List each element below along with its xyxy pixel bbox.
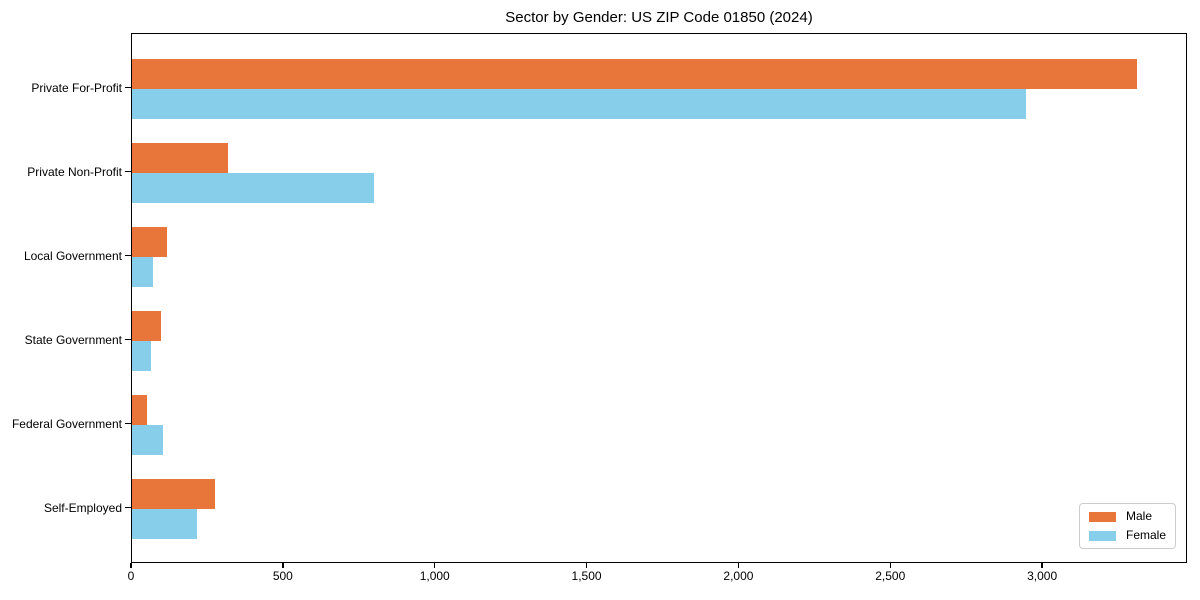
plot-area: Male Female <box>131 33 1187 563</box>
bar-male-federal-government <box>132 394 147 425</box>
bar-female-federal-government <box>132 424 164 455</box>
y-tick-mark <box>125 170 131 173</box>
x-axis-label-500: 500 <box>272 569 293 583</box>
legend: Male Female <box>1078 503 1176 549</box>
chart-title: Sector by Gender: US ZIP Code 01850 (202… <box>505 9 813 26</box>
x-tick-mark <box>130 563 132 568</box>
bar-female-local-government <box>132 256 154 287</box>
x-tick-mark <box>282 563 284 568</box>
bar-male-private-for-profit <box>132 58 1138 89</box>
y-tick-mark <box>125 254 131 257</box>
y-tick-mark <box>125 506 131 509</box>
bar-male-local-government <box>132 226 167 257</box>
x-tick-mark <box>737 563 740 568</box>
bar-female-state-government <box>132 340 151 371</box>
y-axis-label-private-non-profit: Private Non-Profit <box>27 164 122 179</box>
x-axis-label-0: 0 <box>127 569 135 583</box>
y-axis-label-self-employed: Self-Employed <box>43 500 122 515</box>
legend-label-male: Male <box>1125 509 1152 523</box>
bar-male-state-government <box>132 310 162 341</box>
y-axis-labels: Private For-Profit Private Non-Profit Loca… <box>0 0 122 600</box>
legend-item-female: Female <box>1088 528 1166 542</box>
y-tick-mark <box>125 338 131 341</box>
x-tick-mark <box>1041 563 1043 568</box>
y-axis-label-federal-government: Federal Government <box>11 416 122 431</box>
y-axis-label-private-for-profit: Private For-Profit <box>31 80 122 95</box>
x-axis-label-2-000: 2,000 <box>723 569 754 583</box>
legend-swatch-female <box>1088 530 1116 541</box>
x-axis-label-1-500: 1,500 <box>571 569 602 583</box>
x-tick-mark <box>889 563 892 568</box>
bar-female-private-for-profit <box>132 88 1027 119</box>
legend-label-female: Female <box>1125 528 1166 542</box>
y-axis-label-state-government: State Government <box>24 332 122 347</box>
bar-male-private-non-profit <box>132 142 228 173</box>
bar-female-self-employed <box>132 508 198 539</box>
legend-swatch-male <box>1088 511 1116 522</box>
y-tick-mark <box>125 422 131 425</box>
y-tick-mark <box>125 86 131 89</box>
y-axis-label-local-government: Local Government <box>23 248 122 263</box>
bar-female-private-non-profit <box>132 172 374 203</box>
legend-item-male: Male <box>1088 509 1166 523</box>
x-tick-mark <box>433 563 436 568</box>
x-axis-label-3-000: 3,000 <box>1027 569 1058 583</box>
x-tick-mark <box>585 563 588 568</box>
x-axis-label-1-000: 1,000 <box>419 569 450 583</box>
bar-male-self-employed <box>132 478 215 509</box>
x-axis-label-2-500: 2,500 <box>875 569 906 583</box>
